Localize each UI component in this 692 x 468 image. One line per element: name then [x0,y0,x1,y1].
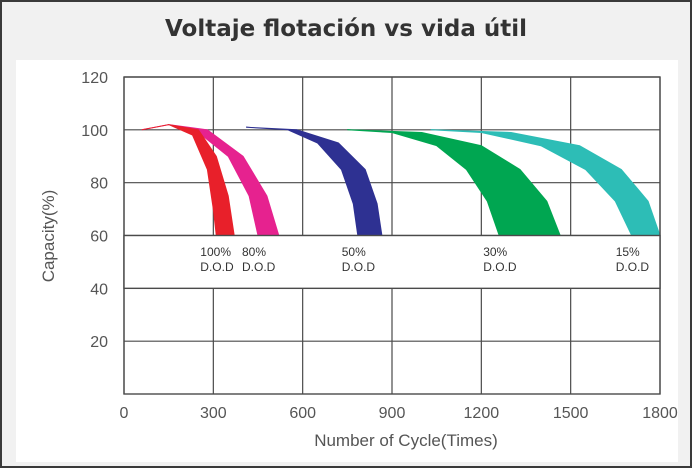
band-label: 100% D.O.D [200,244,234,274]
x-tick-label: 0 [120,405,129,422]
label-strip [123,234,661,290]
band-label: 15% D.O.D [615,244,650,274]
band-label: 30% D.O.D [483,244,517,274]
band-label: 50% D.O.D [341,244,376,274]
x-tick-label: 600 [289,405,316,422]
x-tick-label: 1800 [642,405,678,422]
y-axis-title: Capacity(%) [39,190,58,283]
x-tick-label: 300 [200,405,227,422]
y-tick-label: 40 [90,281,108,298]
chart-title: Voltaje flotación vs vida útil [165,16,527,42]
y-tick-label: 80 [90,176,108,193]
y-tick-label: 60 [90,229,108,246]
y-tick-label: 20 [90,334,108,351]
plot-panel: 20 40 60 80 100 120 0 300 600 900 1200 1500 1800 Num… [16,60,678,462]
bands [141,124,661,236]
x-tick-label: 900 [379,405,406,422]
x-tick-label: 1500 [553,405,589,422]
x-axis-title: Number of Cycle(Times) [314,431,498,450]
y-tick-label: 120 [81,70,108,87]
x-tick-label: 1200 [464,405,500,422]
band-label: 80% D.O.D [242,244,276,274]
y-tick-label: 100 [81,123,108,140]
